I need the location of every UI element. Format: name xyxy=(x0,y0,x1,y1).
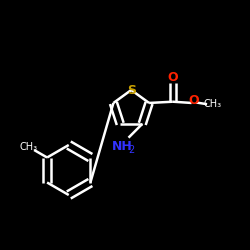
Text: CH₃: CH₃ xyxy=(203,99,221,109)
Text: CH₃: CH₃ xyxy=(20,142,38,152)
Text: S: S xyxy=(127,84,136,96)
Text: O: O xyxy=(189,94,200,107)
Text: NH: NH xyxy=(112,140,133,153)
Text: O: O xyxy=(168,72,178,85)
Text: 2: 2 xyxy=(128,145,135,155)
